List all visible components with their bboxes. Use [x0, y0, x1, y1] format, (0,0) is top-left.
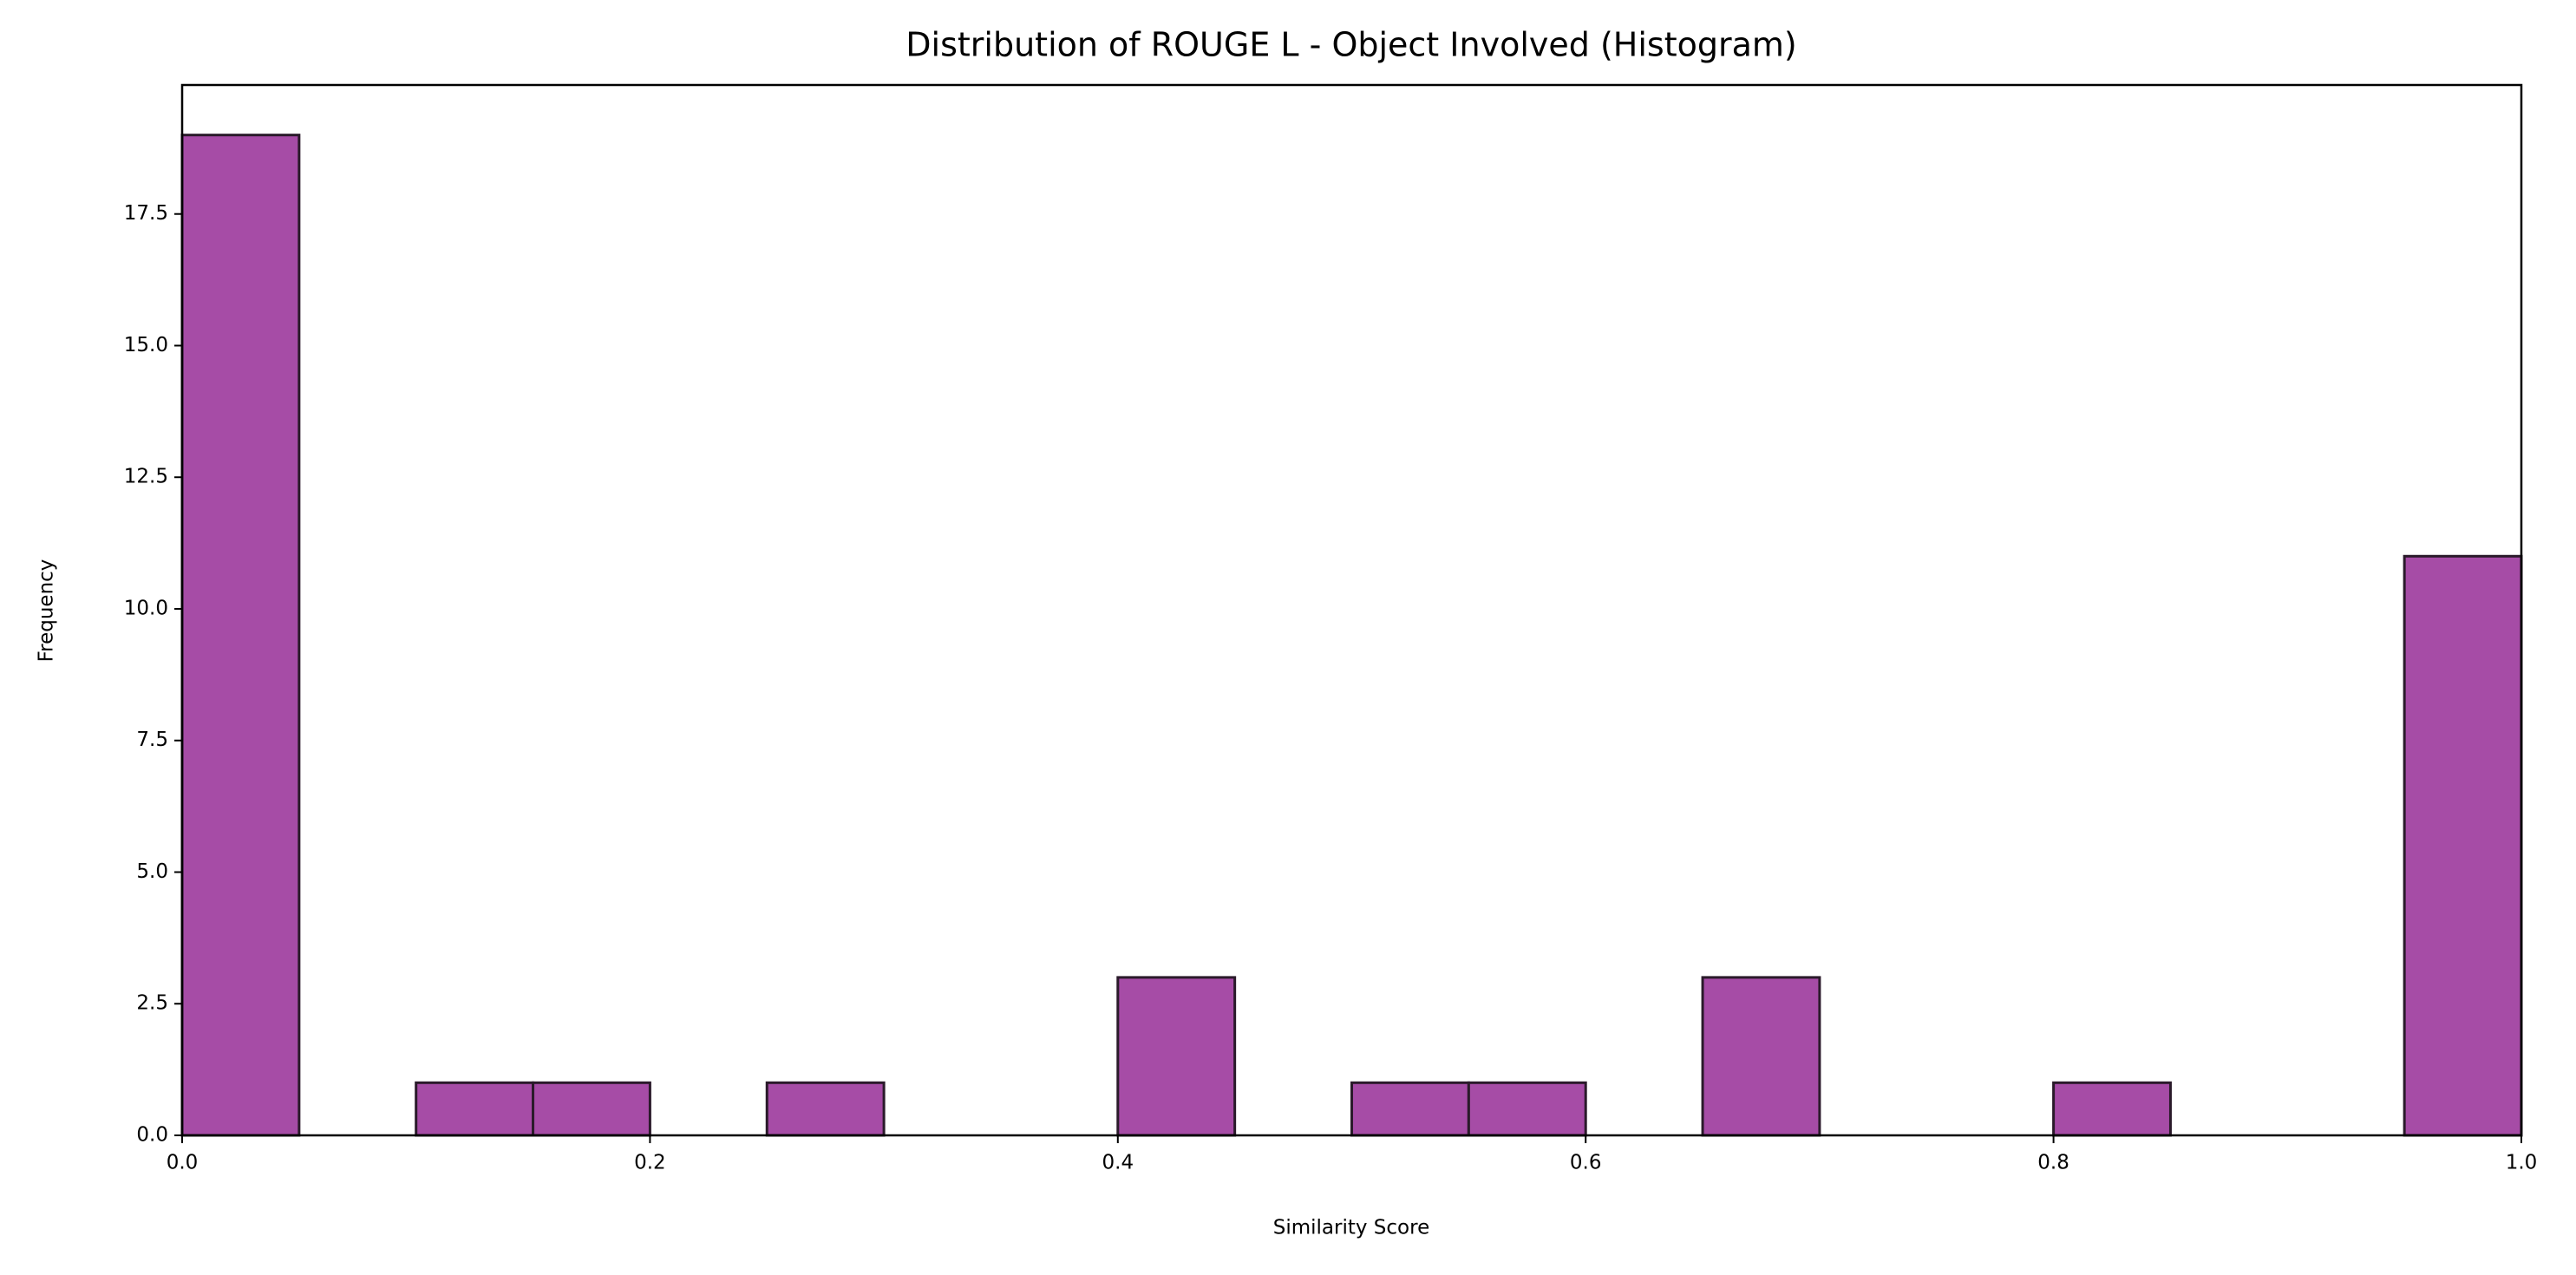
x-tick-label: 0.0	[167, 1152, 199, 1174]
bar	[1467, 1081, 1587, 1137]
x-tick-label: 1.0	[2506, 1152, 2538, 1174]
bar	[2052, 1081, 2172, 1137]
x-tick-label: 0.6	[1570, 1152, 1602, 1174]
bar	[180, 134, 301, 1137]
y-tick-label: 10.0	[124, 597, 168, 619]
y-tick-label: 15.0	[124, 334, 168, 356]
y-tick-label: 7.5	[136, 729, 168, 751]
bar	[2403, 554, 2523, 1137]
bar	[765, 1081, 886, 1137]
x-tick-label: 0.2	[634, 1152, 666, 1174]
y-axis-label: Frequency	[36, 559, 58, 663]
plot-frame	[180, 83, 2523, 1137]
x-axis-label: Similarity Score	[1273, 1217, 1429, 1239]
x-tick-label: 0.8	[2037, 1152, 2069, 1174]
bar	[1116, 976, 1237, 1137]
y-tick-label: 17.5	[124, 202, 168, 225]
bar	[1350, 1081, 1470, 1137]
y-tick-label: 5.0	[136, 860, 168, 883]
y-tick-label: 12.5	[124, 466, 168, 488]
y-tick-label: 2.5	[136, 992, 168, 1015]
bar	[415, 1081, 535, 1137]
bar	[532, 1081, 651, 1137]
y-tick-label: 0.0	[136, 1124, 168, 1147]
chart-title: Distribution of ROUGE L - Object Involve…	[906, 26, 1796, 64]
x-tick-label: 0.4	[1102, 1152, 1134, 1174]
bar	[1701, 976, 1821, 1137]
